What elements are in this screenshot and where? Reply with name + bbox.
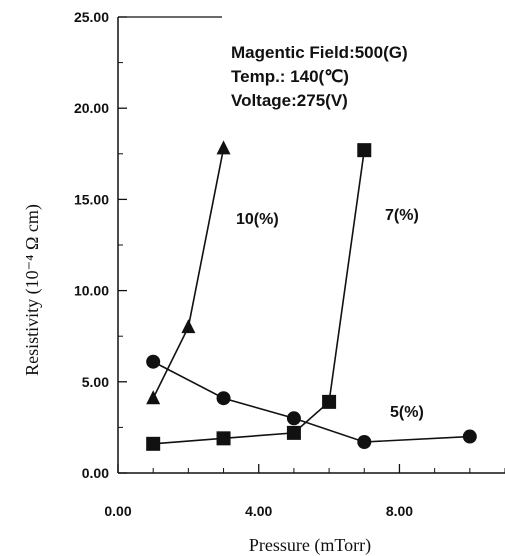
series-lines	[152, 148, 470, 445]
y-axis-ticks: 0.00 5.00 10.00 15.00 20.00 25.00	[74, 9, 127, 481]
data-point-circle	[357, 434, 372, 449]
data-point-triangle	[181, 319, 196, 334]
data-point-circle	[286, 411, 301, 426]
data-point-square	[357, 143, 372, 158]
annotation-voltage: Voltage:275(V)	[231, 91, 348, 110]
data-point-square	[286, 425, 301, 440]
x-tick-label: 0.00	[104, 503, 131, 519]
x-tick-label: 4.00	[245, 503, 272, 519]
data-point-circle	[462, 429, 477, 444]
data-point-circle	[146, 354, 161, 369]
series-label-10-percent: 10(%)	[236, 211, 279, 228]
annotation-magnetic-field: Magentic Field:500(G)	[231, 43, 408, 62]
y-tick-label: 25.00	[74, 9, 109, 25]
series-label-7-percent: 7(%)	[385, 207, 419, 224]
data-point-circle	[216, 391, 231, 406]
x-axis-label: Pressure (mTorr)	[249, 535, 371, 556]
series-markers	[146, 140, 477, 451]
x-axis-ticks: 0.00 4.00 8.00	[104, 464, 505, 519]
series-label-5-percent: 5(%)	[390, 404, 424, 421]
data-point-square	[322, 394, 337, 409]
data-point-square	[146, 436, 161, 451]
data-point-triangle	[146, 390, 161, 405]
y-axis-label: Resistivity (10⁻⁴ Ω cm)	[22, 204, 43, 376]
annotation-temperature: Temp.: 140(℃)	[231, 67, 349, 86]
y-tick-label: 5.00	[82, 374, 109, 390]
data-point-square	[216, 431, 231, 446]
y-tick-label: 20.00	[74, 100, 109, 116]
y-tick-label: 10.00	[74, 283, 109, 299]
series-line-2	[152, 361, 470, 443]
y-tick-label: 0.00	[82, 465, 109, 481]
x-tick-label: 8.00	[386, 503, 413, 519]
data-point-triangle	[216, 140, 231, 155]
series-line-0	[152, 148, 225, 399]
y-tick-label: 15.00	[74, 191, 109, 207]
